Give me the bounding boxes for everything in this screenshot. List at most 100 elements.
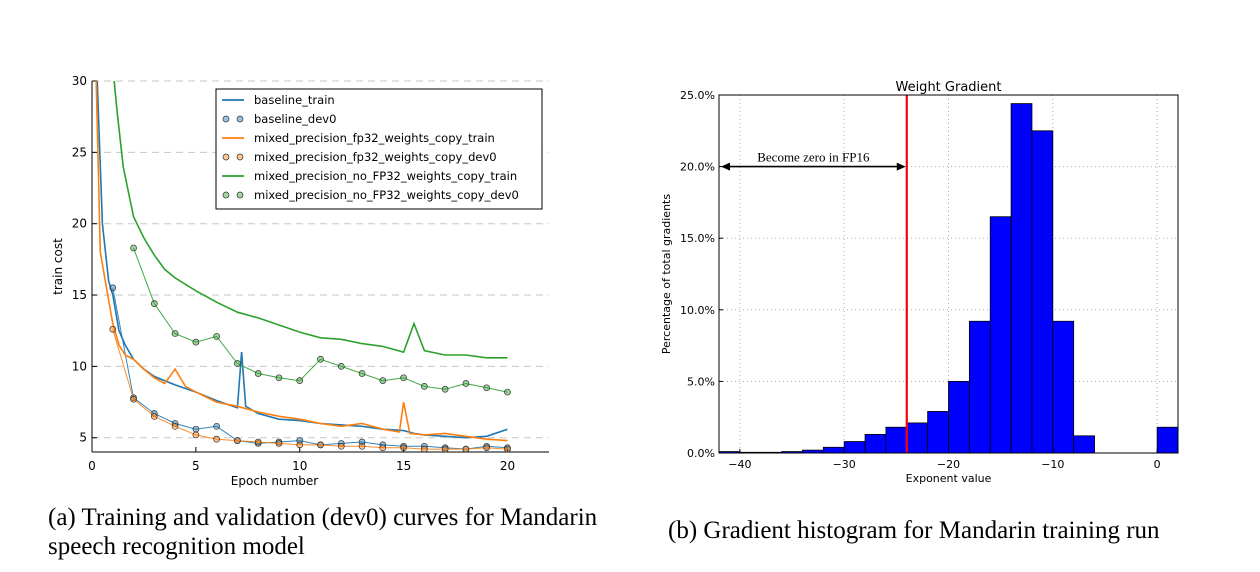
data-point-mixed_precision_no_FP32_weights_copy_dev0 <box>462 380 470 387</box>
data-point-mixed_precision_no_FP32_weights_copy_dev0 <box>171 330 179 337</box>
data-point-baseline_dev0 <box>192 425 200 433</box>
data-point-mixed_precision_fp32_weights_copy_dev0 <box>441 445 449 452</box>
data-point-mixed_precision_fp32_weights_copy_dev0 <box>462 445 470 452</box>
data-point-mixed_precision_fp32_weights_copy_dev0 <box>234 437 241 444</box>
arrow-head-left <box>721 162 730 171</box>
data-point-mixed_precision_no_FP32_weights_copy_dev0 <box>504 388 511 396</box>
data-point-mixed_precision_fp32_weights_copy_dev0 <box>296 441 304 449</box>
data-point-mixed_precision_fp32_weights_copy_dev0 <box>483 444 491 452</box>
series-line-mixed_precision_no_FP32_weights_copy_train <box>113 81 508 359</box>
x-tick-label: 5 <box>192 459 200 473</box>
legend-a: baseline_train baseline_dev0 mixed_precisi… <box>215 88 543 210</box>
histogram-bar <box>1156 426 1179 454</box>
y-tick-label: 15 <box>72 288 87 302</box>
data-point-mixed_precision_fp32_weights_copy_dev0 <box>379 444 387 452</box>
x-tick-label: 0 <box>88 459 96 473</box>
series-line-mixed_precision_fp32_weights_copy_train <box>95 81 508 442</box>
series-connector-mixed_precision_no_FP32_weights_copy_dev0 <box>133 247 508 393</box>
data-point-mixed_precision_fp32_weights_copy_dev0 <box>109 325 117 333</box>
y-tick-label: 5 <box>79 431 87 445</box>
data-point-mixed_precision_no_FP32_weights_copy_dev0 <box>400 374 407 382</box>
y-tick-label: 20 <box>72 217 87 231</box>
data-point-baseline_dev0 <box>109 284 117 292</box>
x-tick-label: 20 <box>500 459 515 473</box>
plot-area-a <box>95 81 511 452</box>
histogram-bar <box>927 411 949 454</box>
legend-entry: mixed_precision_fp32_weights_copy_dev0 <box>254 150 497 164</box>
x-tick-label: −20 <box>937 458 960 471</box>
x-tick-label: 0 <box>1154 458 1161 471</box>
legend-swatch-marker <box>222 191 230 199</box>
histogram-bar <box>885 426 908 454</box>
data-point-mixed_precision_fp32_weights_copy_dev0 <box>275 440 283 447</box>
data-point-mixed_precision_no_FP32_weights_copy_dev0 <box>337 363 345 370</box>
y-tick-label: 15.0% <box>680 232 715 245</box>
legend-entry: mixed_precision_no_FP32_weights_copy_tra… <box>254 169 517 183</box>
data-point-mixed_precision_no_FP32_weights_copy_dev0 <box>130 244 137 252</box>
data-point-mixed_precision_no_FP32_weights_copy_dev0 <box>296 377 304 385</box>
x-tick-label: −40 <box>728 458 751 471</box>
histogram-bar <box>1010 103 1033 454</box>
legend-box <box>215 88 543 210</box>
histogram-bar <box>822 446 845 454</box>
x-axis-label: Exponent value <box>906 472 992 485</box>
histogram-bar <box>1031 130 1054 454</box>
data-point-mixed_precision_fp32_weights_copy_dev0 <box>130 395 137 403</box>
data-point-mixed_precision_no_FP32_weights_copy_dev0 <box>150 300 158 307</box>
x-tick-label: −30 <box>833 458 856 471</box>
data-point-mixed_precision_fp32_weights_copy_dev0 <box>317 441 324 449</box>
histogram-bar <box>1073 435 1095 454</box>
y-tick-label: 5.0% <box>687 375 715 388</box>
y-tick-label: 20.0% <box>680 161 715 174</box>
series-connector-baseline_dev0 <box>112 287 508 450</box>
gradient-histogram-chart: −40 −30 −20 −10 0 0.0% 5.0% 10.0% 15.0% 20.0% 25.0… <box>660 80 1179 485</box>
data-point-mixed_precision_no_FP32_weights_copy_dev0 <box>379 377 387 385</box>
data-point-mixed_precision_no_FP32_weights_copy_dev0 <box>483 384 491 392</box>
legend-swatch-marker <box>222 115 230 123</box>
annotation-text: Become zero in FP16 <box>757 150 870 165</box>
data-point-mixed_precision_no_FP32_weights_copy_dev0 <box>192 338 200 346</box>
x-tick-label: 10 <box>292 459 307 473</box>
y-tick-label: 25.0% <box>680 89 715 102</box>
arrow-head-right <box>896 162 906 171</box>
legend-entry: mixed_precision_no_FP32_weights_copy_dev… <box>254 188 519 202</box>
data-point-mixed_precision_fp32_weights_copy_dev0 <box>171 422 179 430</box>
y-tick-label: 0.0% <box>687 447 715 460</box>
y-tick-label: 10.0% <box>680 304 715 317</box>
data-point-mixed_precision_no_FP32_weights_copy_dev0 <box>254 370 262 377</box>
chart-title: Weight Gradient <box>895 80 1001 95</box>
legend-swatch-marker <box>236 191 244 199</box>
caption-b: (b) Gradient histogram for Mandarin trai… <box>668 517 1160 544</box>
legend-entry: baseline_dev0 <box>254 112 336 126</box>
y-tick-label: 30 <box>72 74 87 88</box>
y-axis-label: train cost <box>51 238 65 295</box>
x-tick-label: 15 <box>396 459 411 473</box>
y-axis-label: Percentage of total gradients <box>660 194 673 354</box>
data-point-mixed_precision_fp32_weights_copy_dev0 <box>337 442 345 450</box>
data-point-mixed_precision_fp32_weights_copy_dev0 <box>254 438 262 446</box>
data-point-mixed_precision_fp32_weights_copy_dev0 <box>421 445 428 452</box>
histogram-bar <box>864 433 887 454</box>
data-point-mixed_precision_no_FP32_weights_copy_dev0 <box>441 385 449 393</box>
histogram-bar <box>1052 320 1075 454</box>
data-point-mixed_precision_fp32_weights_copy_dev0 <box>400 444 407 452</box>
legend-swatch-marker <box>236 153 244 161</box>
histogram-bar <box>968 320 991 454</box>
x-axis-label: Epoch number <box>231 474 318 488</box>
legend-entry: mixed_precision_fp32_weights_copy_train <box>254 131 495 145</box>
data-point-baseline_dev0 <box>213 422 220 430</box>
data-point-mixed_precision_no_FP32_weights_copy_dev0 <box>213 333 220 340</box>
histogram-bar <box>843 441 866 454</box>
histogram-bar <box>989 216 1012 454</box>
caption-a: (a) Training and validation (dev0) curve… <box>48 504 598 560</box>
y-tick-label: 25 <box>72 145 87 159</box>
data-point-mixed_precision_fp32_weights_copy_dev0 <box>358 442 366 450</box>
y-tick-label: 10 <box>72 359 87 373</box>
data-point-mixed_precision_no_FP32_weights_copy_dev0 <box>421 383 428 390</box>
legend-swatch-marker <box>236 115 244 123</box>
data-point-mixed_precision_fp32_weights_copy_dev0 <box>213 435 220 443</box>
data-point-mixed_precision_fp32_weights_copy_dev0 <box>504 445 511 452</box>
legend-swatch-marker <box>222 153 230 161</box>
